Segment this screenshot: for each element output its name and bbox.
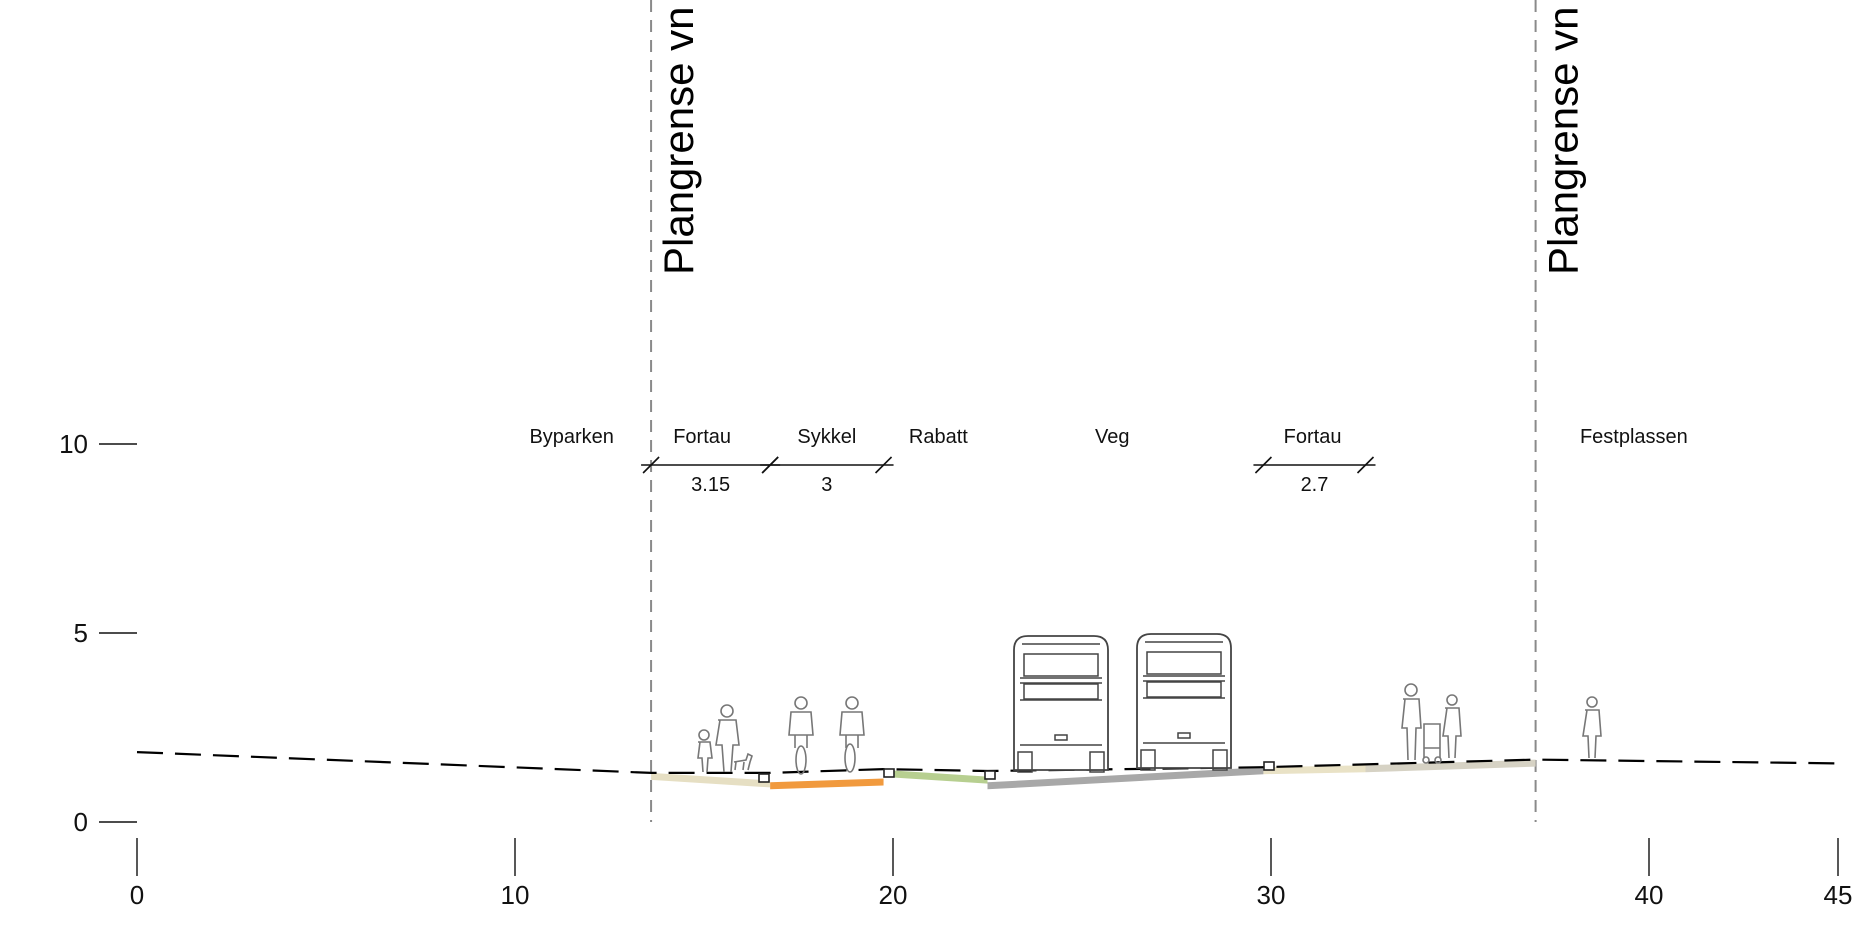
- dimension-fortau-left: [641, 456, 781, 474]
- kerb-marker: [758, 773, 770, 783]
- dimension-tick: [1254, 456, 1273, 474]
- dimension-tick: [642, 456, 660, 474]
- veg-surface: [987, 767, 1264, 790]
- dog-icon: [733, 752, 753, 771]
- zone-label-festplassen: Festplassen: [1580, 426, 1688, 448]
- dimension-tick: [1356, 456, 1375, 474]
- distance-scale: [136, 838, 1839, 876]
- elevation-label-5: 5: [74, 618, 88, 648]
- pedestrian-adult-icon: [1401, 683, 1422, 761]
- zone-label-fortau-right: Fortau: [1284, 426, 1342, 448]
- zone-label-byparken: Byparken: [529, 426, 614, 448]
- rabatt-surface: [883, 769, 988, 784]
- dimension-sykkel: [760, 456, 894, 474]
- pedestrian-child-icon: [697, 729, 713, 773]
- zone-label-veg: Veg: [1095, 426, 1129, 448]
- dimension-label-fortau-right: 2.7: [1301, 474, 1329, 496]
- distance-label-20: 20: [879, 880, 908, 910]
- cyclist-icon: [788, 696, 814, 775]
- plan-boundary-right-label: Plangrense vn: [1540, 6, 1587, 275]
- ground-surfaces: [651, 759, 1536, 790]
- distance-label-0: 0: [130, 880, 144, 910]
- dimension-label-fortau-left: 3.15: [691, 474, 730, 496]
- bus-right: [1136, 633, 1232, 771]
- elevation-label-10: 10: [59, 429, 88, 459]
- zone-label-fortau-left: Fortau: [673, 426, 731, 448]
- stroller-icon: [1422, 723, 1442, 764]
- zone-label-sykkel: Sykkel: [797, 426, 856, 448]
- elevation-scale: [99, 443, 137, 823]
- kerb-marker: [883, 768, 895, 778]
- fortau-right-surface-b: [1365, 759, 1536, 773]
- fortau-left-surface: [651, 772, 771, 788]
- terrain-line: [136, 751, 1839, 774]
- elevation-label-0: 0: [74, 807, 88, 837]
- distance-label-45: 45: [1824, 880, 1852, 910]
- dimension-label-sykkel: 3: [821, 474, 832, 496]
- zone-label-rabatt: Rabatt: [909, 426, 968, 448]
- cyclist-icon: [839, 696, 865, 773]
- dimension-fortau-right: [1253, 456, 1376, 474]
- bus-left: [1013, 635, 1109, 773]
- pedestrian-adult-icon: [715, 704, 740, 773]
- distance-label-30: 30: [1257, 880, 1286, 910]
- dimension-tick: [874, 456, 893, 474]
- pedestrian-adult-icon: [1442, 694, 1462, 759]
- sykkel-surface: [770, 778, 884, 790]
- plan-boundary-left-label: Plangrense vn: [655, 6, 702, 275]
- distance-label-10: 10: [501, 880, 530, 910]
- pedestrian-adult-icon: [1582, 696, 1602, 759]
- kerb-marker: [1263, 761, 1275, 771]
- dimension-tick: [761, 456, 779, 474]
- kerb-marker: [984, 770, 996, 780]
- distance-label-40: 40: [1635, 880, 1664, 910]
